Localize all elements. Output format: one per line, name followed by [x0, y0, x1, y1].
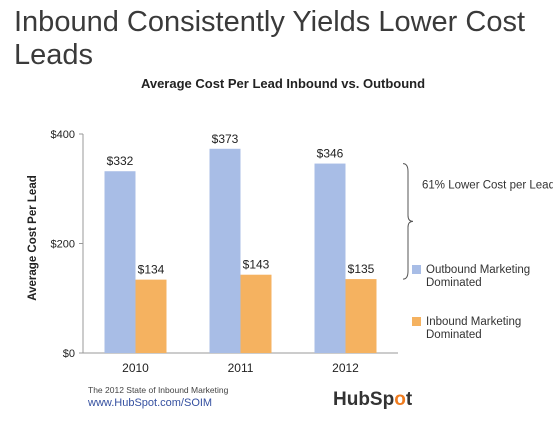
- legend-label: Inbound Marketing Dominated: [426, 316, 521, 341]
- source-line: The 2012 State of Inbound Marketing: [88, 385, 229, 395]
- annotation: 61% Lower Cost per Lead: [402, 163, 553, 280]
- data-label: $373: [212, 132, 239, 146]
- source-url[interactable]: www.HubSpot.com/SOIM: [87, 397, 212, 409]
- x-tick-label: 2010: [122, 361, 149, 375]
- data-label: $134: [138, 263, 165, 277]
- data-label: $143: [243, 258, 270, 272]
- legend-label: Outbound Marketing Dominated: [426, 264, 530, 289]
- bar: [314, 163, 346, 353]
- y-tick-label: $400: [51, 129, 75, 141]
- slide-title: Inbound Consistently Yields Lower Cost L…: [14, 6, 526, 71]
- legend-swatch: [412, 265, 421, 274]
- y-tick-label: $0: [63, 348, 75, 360]
- bar: [135, 279, 167, 353]
- hubspot-logo: HubSpot: [333, 389, 413, 410]
- data-label: $332: [107, 154, 134, 168]
- bar: [104, 171, 136, 353]
- x-tick-label: 2012: [332, 361, 359, 375]
- bar: [345, 279, 377, 353]
- bar: [209, 148, 241, 353]
- y-axis-label: Average Cost Per Lead: [27, 175, 39, 300]
- data-label: $346: [317, 147, 344, 161]
- x-tick-label: 2011: [228, 361, 254, 375]
- chart-title: Average Cost Per Lead Inbound vs. Outbou…: [141, 76, 425, 91]
- y-tick-label: $200: [51, 239, 75, 251]
- annotation-brace: [402, 163, 414, 280]
- legend-swatch: [412, 317, 421, 326]
- data-label: $135: [348, 262, 375, 276]
- bar: [240, 274, 272, 353]
- annotation-text: 61% Lower Cost per Lead: [422, 180, 553, 192]
